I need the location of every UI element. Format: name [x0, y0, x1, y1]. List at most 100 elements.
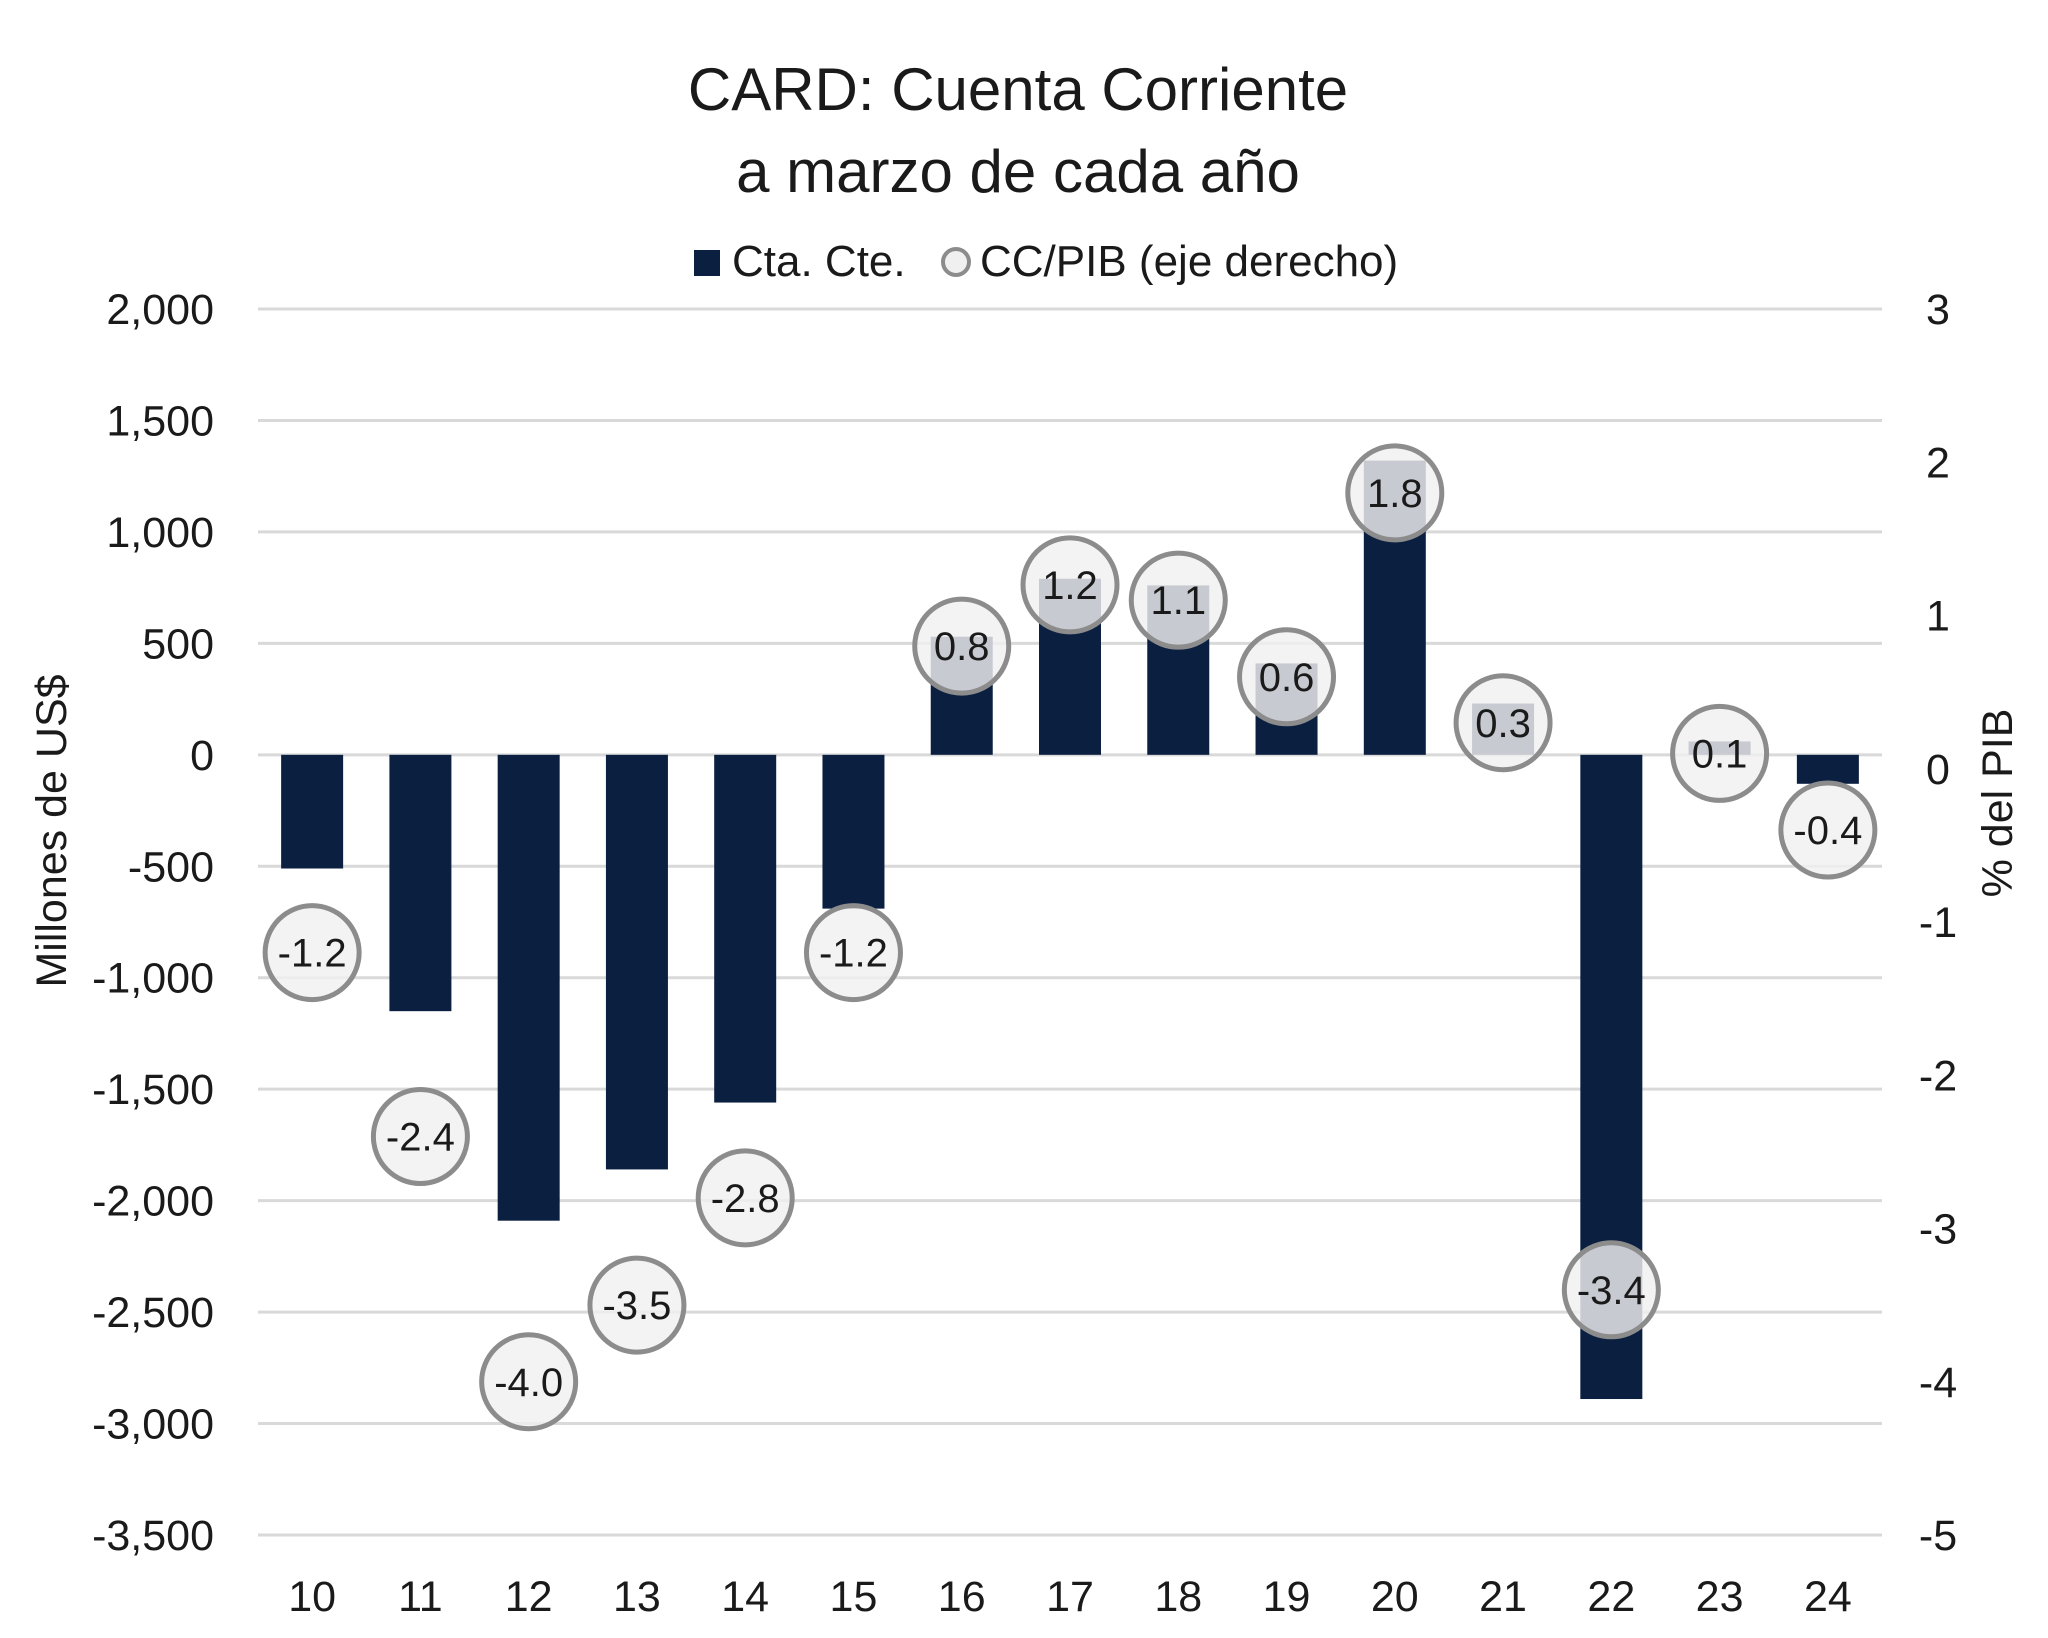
y2-tick-label: 2 — [1926, 439, 1950, 487]
bubble-label: 1.1 — [1150, 579, 1206, 623]
bubble-marker: -4.0 — [479, 1332, 579, 1432]
bubbles: -1.2 -2.4 -4.0 -3.5 -2.8 -1.2 0.8 1.2 1.1 0.6 1.8 0… — [262, 443, 1878, 1432]
y-tick-label: 2,000 — [106, 286, 214, 334]
x-tick-label: 22 — [1587, 1573, 1635, 1621]
x-tick-label: 19 — [1263, 1573, 1311, 1621]
bubble-marker: -1.2 — [803, 903, 903, 1003]
bar — [281, 754, 344, 869]
bar — [822, 754, 885, 909]
bubble-label: 1.8 — [1367, 472, 1423, 516]
y-axis-title: Millones de US$ — [28, 674, 76, 987]
y-tick-label: 0 — [190, 732, 214, 780]
x-tick-label: 16 — [938, 1573, 986, 1621]
y2-tick-label: -1 — [1919, 899, 1957, 947]
legend-swatch-bar — [694, 250, 720, 276]
bar — [389, 754, 452, 1012]
x-tick-label: 17 — [1046, 1573, 1094, 1621]
bubble — [1453, 673, 1553, 773]
bar — [714, 754, 777, 1103]
left-axis-ticks: 2,000 1,500 1,000 500 0 -500 -1,000 -1,500 -2,00… — [92, 286, 214, 1560]
x-tick-label: 23 — [1696, 1573, 1744, 1621]
y-tick-label: -3,500 — [92, 1512, 214, 1560]
bubble — [912, 596, 1012, 696]
y-tick-label: -2,000 — [92, 1178, 214, 1226]
y2-axis-title: % del PIB — [1974, 709, 2022, 898]
bubble — [1020, 535, 1120, 635]
legend-swatch-circle — [941, 247, 971, 277]
x-tick-label: 10 — [288, 1573, 336, 1621]
y2-tick-label: -3 — [1919, 1206, 1957, 1254]
bubble-marker: -2.8 — [695, 1148, 795, 1248]
bubble-marker: 0.8 — [912, 596, 1012, 696]
y-tick-label: -500 — [128, 843, 214, 891]
bubble-label: -4.0 — [494, 1361, 563, 1405]
bubble-marker: -1.2 — [262, 903, 362, 1003]
bubble-label: -2.4 — [386, 1116, 455, 1160]
x-axis-ticks: 10 11 12 13 14 15 16 17 18 19 20 21 22 23 24 — [288, 1573, 1852, 1621]
x-tick-label: 15 — [830, 1573, 878, 1621]
x-tick-label: 14 — [721, 1573, 769, 1621]
bubble-marker: 0.3 — [1453, 673, 1553, 773]
bubble — [1670, 703, 1770, 803]
bubble — [479, 1332, 579, 1432]
bubble-marker: 1.2 — [1020, 535, 1120, 635]
y-tick-label: 1,000 — [106, 509, 214, 557]
chart-subtitle: a marzo de cada año — [736, 138, 1300, 205]
y2-tick-label: -2 — [1919, 1052, 1957, 1100]
y-tick-label: 500 — [142, 620, 214, 668]
bar — [497, 754, 560, 1221]
x-tick-label: 18 — [1154, 1573, 1202, 1621]
bubble — [1778, 780, 1878, 880]
bubble-label: -1.2 — [278, 932, 347, 976]
bubble-label: -3.5 — [602, 1284, 671, 1328]
bubble — [1561, 1240, 1661, 1340]
x-tick-label: 13 — [613, 1573, 661, 1621]
bubble — [1128, 550, 1228, 650]
legend-label-circle: CC/PIB (eje derecho) — [980, 237, 1398, 286]
y-tick-label: -3,000 — [92, 1401, 214, 1449]
bubble-label: -3.4 — [1577, 1269, 1646, 1313]
bubble-marker: 0.6 — [1237, 627, 1337, 727]
bars — [281, 460, 1859, 1400]
bubble-marker: 1.8 — [1345, 443, 1445, 543]
bubble-marker: 0.1 — [1670, 703, 1770, 803]
right-axis-ticks: 3 2 1 0 -1 -2 -3 -4 -5 — [1919, 286, 1957, 1560]
bubble-label: 0.3 — [1475, 702, 1531, 746]
legend-label-bar: Cta. Cte. — [732, 237, 906, 286]
x-tick-label: 20 — [1371, 1573, 1419, 1621]
x-tick-label: 24 — [1804, 1573, 1852, 1621]
bubble-label: 0.1 — [1692, 732, 1748, 776]
x-tick-label: 21 — [1479, 1573, 1527, 1621]
bubble-marker: -3.5 — [587, 1255, 687, 1355]
y2-tick-label: 0 — [1926, 746, 1950, 794]
bubble-label: 1.2 — [1042, 564, 1098, 608]
bubble-marker: 1.1 — [1128, 550, 1228, 650]
bubble-label: -0.4 — [1793, 809, 1862, 853]
bubble-marker: -0.4 — [1778, 780, 1878, 880]
bubble-label: 0.6 — [1259, 656, 1315, 700]
bubble-label: 0.8 — [934, 625, 990, 669]
bar — [605, 754, 668, 1170]
y2-tick-label: -4 — [1919, 1359, 1957, 1407]
y-tick-label: -1,000 — [92, 955, 214, 1003]
bubble — [1345, 443, 1445, 543]
bubble — [1237, 627, 1337, 727]
bubble-label: -1.2 — [819, 932, 888, 976]
bubble — [695, 1148, 795, 1248]
y-tick-label: 1,500 — [106, 397, 214, 445]
bubble — [262, 903, 362, 1003]
y2-tick-label: 1 — [1926, 593, 1950, 641]
bar — [1796, 754, 1859, 784]
bubble — [370, 1087, 470, 1187]
y2-tick-label: -5 — [1919, 1512, 1957, 1560]
y-tick-label: -1,500 — [92, 1066, 214, 1114]
y-tick-label: -2,500 — [92, 1289, 214, 1337]
bubble — [803, 903, 903, 1003]
chart-title: CARD: Cuenta Corriente — [688, 56, 1348, 123]
bubble-marker: -3.4 — [1561, 1240, 1661, 1340]
x-tick-label: 11 — [398, 1573, 443, 1621]
bubble — [587, 1255, 687, 1355]
legend: Cta. Cte. CC/PIB (eje derecho) — [694, 237, 1398, 286]
bubble-marker: -2.4 — [370, 1087, 470, 1187]
